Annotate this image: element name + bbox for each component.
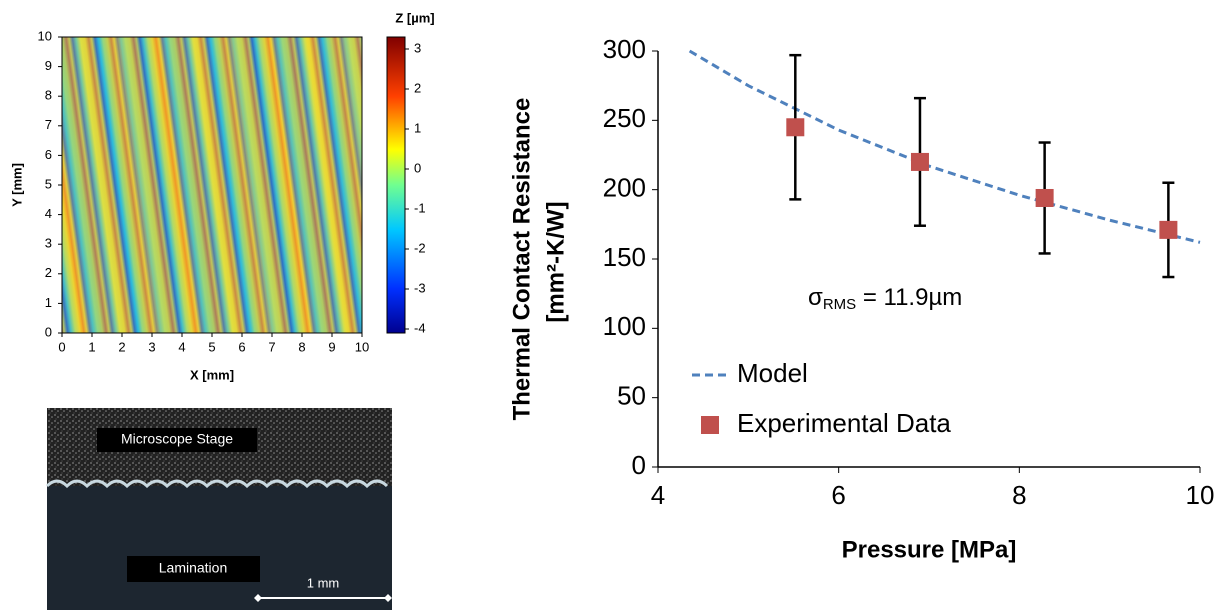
y-tick-label: 1 (45, 295, 52, 310)
x-axis-label: Pressure [MPa] (842, 536, 1017, 563)
colorbar-tick-label: 0 (414, 160, 421, 175)
colorbar-tick-label: 2 (414, 80, 421, 95)
data-point (1159, 220, 1178, 239)
x-tick-label: 1 (88, 339, 95, 354)
label-box (97, 428, 257, 452)
x-tick-label: 4 (178, 339, 185, 354)
lamination-edge (45, 479, 389, 489)
legend-label: Experimental Data (737, 408, 951, 438)
annotation-text: = 11.9µm (856, 284, 962, 311)
y-tick-label: 0 (45, 324, 52, 339)
colorbar-tick-label: -2 (414, 240, 426, 255)
y-tick-label: 3 (45, 236, 52, 251)
colorbar-tick-label: -4 (414, 320, 426, 335)
annotation-symbol: σ (808, 284, 823, 311)
data-point (786, 118, 805, 137)
colorbar-tick-label: 3 (414, 40, 421, 55)
x-tick-label: 6 (238, 339, 245, 354)
label-box (127, 556, 260, 582)
y-tick-label: 7 (45, 117, 52, 132)
colorbar (386, 36, 406, 334)
x-axis-label: X [mm] (190, 367, 234, 382)
y-tick-label: 10 (38, 28, 52, 43)
photo-label: Lamination (159, 560, 228, 576)
y-tick-label: 200 (603, 173, 646, 203)
y-tick-label: 5 (45, 176, 52, 191)
x-tick-label: 9 (328, 339, 335, 354)
x-tick-label: 2 (118, 339, 125, 354)
y-axis-label: Y [mm] (9, 163, 24, 207)
x-tick-label: 7 (268, 339, 275, 354)
x-tick-label: 3 (148, 339, 155, 354)
x-tick-label: 8 (298, 339, 305, 354)
y-tick-label: 6 (45, 147, 52, 162)
y-tick-label: 100 (603, 311, 646, 341)
photo-label: Microscope Stage (121, 431, 233, 447)
photo: Microscope Stage Lamination 1 mm (45, 408, 392, 610)
y-axis-label: Thermal Contact Resistance (508, 98, 535, 421)
colorbar-tick-label: -3 (414, 280, 426, 295)
x-tick-label: 6 (831, 480, 845, 510)
data-point (1035, 188, 1054, 207)
y-tick-label: 0 (632, 450, 646, 480)
scale-label: 1 mm (307, 575, 340, 590)
y-tick-label: 300 (603, 34, 646, 64)
x-tick-label: 8 (1012, 480, 1026, 510)
x-tick-label: 4 (651, 480, 665, 510)
y-tick-label: 250 (603, 103, 646, 133)
x-tick-label: 0 (58, 339, 65, 354)
heatmap-texture (62, 37, 362, 333)
y-tick-label: 2 (45, 265, 52, 280)
x-tick-label: 5 (208, 339, 215, 354)
annotation: σRMS = 11.9µm (808, 284, 962, 313)
y-axis-label: [mm²-K/W] (542, 201, 569, 322)
annotation-subscript: RMS (823, 296, 856, 313)
y-tick-label: 150 (603, 242, 646, 272)
y-tick-label: 50 (617, 381, 646, 411)
model-line (688, 49, 1201, 244)
colorbar-label: Z [µm] (395, 10, 434, 25)
colorbar-tick-label: -1 (414, 200, 426, 215)
legend-label: Model (737, 358, 808, 388)
x-tick-label: 10 (355, 339, 369, 354)
legend-marker (701, 416, 719, 434)
x-tick-label: 10 (1186, 480, 1215, 510)
y-tick-label: 4 (45, 206, 52, 221)
colorbar-tick-label: 1 (414, 120, 421, 135)
y-tick-label: 9 (45, 58, 52, 73)
y-tick-label: 8 (45, 88, 52, 103)
data-point (910, 152, 929, 171)
